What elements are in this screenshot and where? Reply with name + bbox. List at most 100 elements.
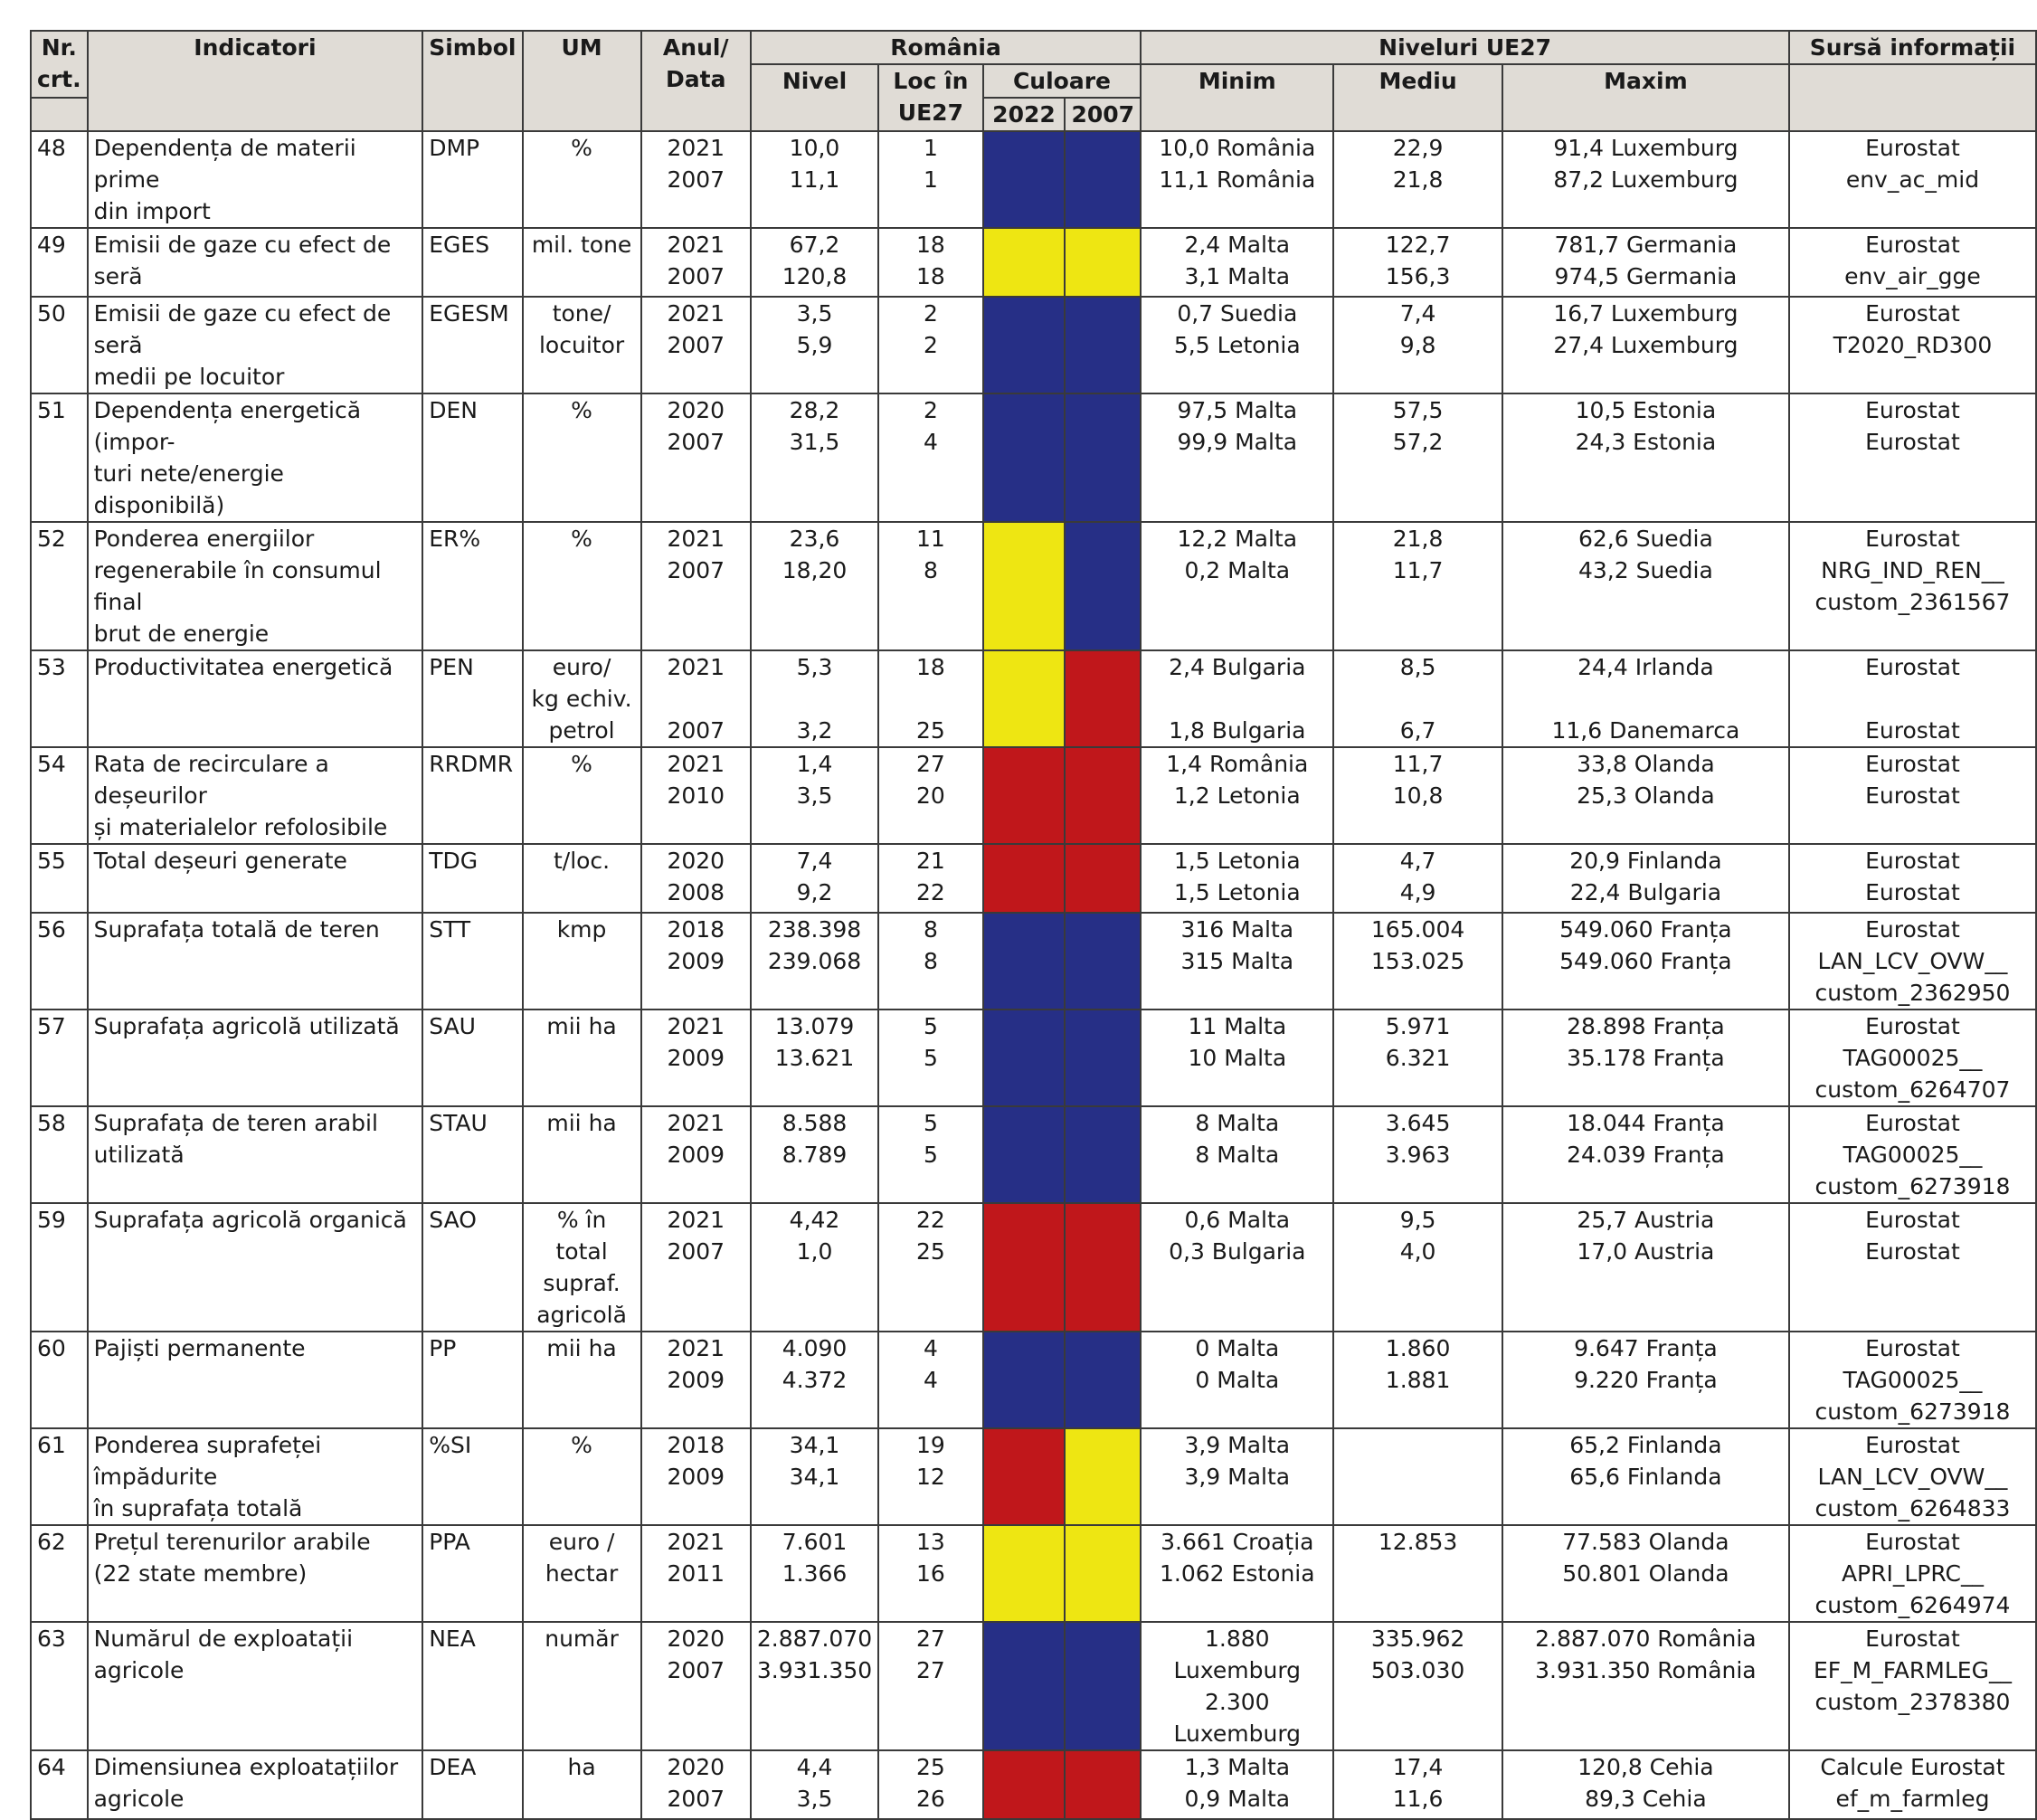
eu27-rank-cell: 21 22	[877, 843, 984, 914]
row-number-cell: 58	[30, 1105, 89, 1204]
indicator-name-cell: Dependența de materii prime din import	[86, 130, 424, 229]
year-cell: 2018 2009	[640, 912, 752, 1010]
symbol-cell: RRDMR	[422, 746, 524, 845]
color-2007-cell	[1064, 912, 1142, 1010]
row-number-cell: 63	[30, 1621, 89, 1751]
unit-cell: mii ha	[521, 1331, 642, 1429]
eu27-average-cell: 11,7 10,8	[1332, 746, 1503, 845]
unit-cell: mii ha	[521, 1105, 642, 1204]
color-2007-cell	[1064, 1524, 1142, 1623]
header-sursa: Sursă informații	[1787, 30, 2037, 65]
unit-cell: mii ha	[521, 1009, 642, 1107]
color-2022-cell	[981, 1749, 1066, 1820]
symbol-cell: STT	[422, 912, 524, 1010]
romania-level-cell: 4,42 1,0	[749, 1202, 880, 1332]
unit-cell: euro/ kg echiv. petrol	[521, 649, 642, 748]
eu27-minimum-cell: 0,6 Malta 0,3 Bulgaria	[1140, 1202, 1335, 1332]
romania-level-cell: 238.398 239.068	[749, 912, 880, 1010]
romania-level-cell: 7,4 9,2	[749, 843, 880, 914]
year-cell: 2021 2010	[640, 746, 752, 845]
information-source-cell: Eurostat APRI_LPRC__ custom_6264974	[1787, 1524, 2037, 1623]
eu27-minimum-cell: 2,4 Bulgaria 1,8 Bulgaria	[1140, 649, 1335, 748]
row-number-cell: 49	[30, 227, 89, 298]
unit-cell: %	[521, 130, 642, 229]
romania-level-cell: 5,3 3,2	[749, 649, 880, 748]
eu27-maximum-cell: 33,8 Olanda 25,3 Olanda	[1501, 746, 1790, 845]
year-cell: 2020 2007	[640, 1621, 752, 1751]
eu27-maximum-cell: 25,7 Austria 17,0 Austria	[1501, 1202, 1790, 1332]
table-row: 61 Ponderea suprafeței împădurite în supr…	[30, 1427, 2037, 1526]
eu27-rank-cell: 4 4	[877, 1331, 984, 1429]
row-number-cell: 48	[30, 130, 89, 229]
eu27-maximum-cell: 781,7 Germania 974,5 Germania	[1501, 227, 1790, 298]
unit-cell: t/loc.	[521, 843, 642, 914]
header-indicatori: Indicatori	[86, 30, 424, 132]
indicator-name-cell: Productivitatea energetică	[86, 649, 424, 748]
color-2022-cell	[981, 521, 1066, 651]
header-year-2022: 2022	[981, 97, 1066, 132]
information-source-cell: Eurostat NRG_IND_REN__ custom_2361567	[1787, 521, 2037, 651]
indicator-name-cell: Suprafața totală de teren	[86, 912, 424, 1010]
unit-cell: euro / hectar	[521, 1524, 642, 1623]
eu27-average-cell: 22,9 21,8	[1332, 130, 1503, 229]
eu27-rank-cell: 18 18	[877, 227, 984, 298]
header-anul: Anul/ Data	[640, 30, 752, 132]
color-2007-cell	[1064, 393, 1142, 523]
unit-cell: %	[521, 746, 642, 845]
year-cell: 2021 2009	[640, 1105, 752, 1204]
year-cell: 2021 2007	[640, 130, 752, 229]
header-romania: România	[749, 30, 1142, 65]
eu27-maximum-cell: 77.583 Olanda 50.801 Olanda	[1501, 1524, 1790, 1623]
table-row: 53 Productivitatea energetică PEN euro/ kg …	[30, 649, 2037, 748]
information-source-cell: Eurostat Eurostat	[1787, 1202, 2037, 1332]
row-number-cell: 64	[30, 1749, 89, 1820]
row-number-cell: 59	[30, 1202, 89, 1332]
eu27-rank-cell: 18 25	[877, 649, 984, 748]
color-2007-cell	[1064, 843, 1142, 914]
table-row: 57 Suprafața agricolă utilizată SAU mii ha 2…	[30, 1009, 2037, 1107]
information-source-cell: Eurostat env_air_gge	[1787, 227, 2037, 298]
eu27-average-cell	[1332, 1427, 1503, 1526]
color-2007-cell	[1064, 521, 1142, 651]
eu27-rank-cell: 5 5	[877, 1105, 984, 1204]
eu27-rank-cell: 13 16	[877, 1524, 984, 1623]
eu27-maximum-cell: 9.647 Franța 9.220 Franța	[1501, 1331, 1790, 1429]
indicator-name-cell: Ponderea suprafeței împădurite în supraf…	[86, 1427, 424, 1526]
color-2007-cell	[1064, 649, 1142, 748]
romania-level-cell: 13.079 13.621	[749, 1009, 880, 1107]
eu27-maximum-cell: 62,6 Suedia 43,2 Suedia	[1501, 521, 1790, 651]
header-minim: Minim	[1140, 63, 1335, 132]
color-2007-cell	[1064, 1749, 1142, 1820]
table-row: 51 Dependența energetică (impor- turi net…	[30, 393, 2037, 523]
eu27-rank-cell: 1 1	[877, 130, 984, 229]
color-2007-cell	[1064, 1427, 1142, 1526]
header-um: UM	[521, 30, 642, 132]
information-source-cell: Eurostat EF_M_FARMLEG__ custom_2378380	[1787, 1621, 2037, 1751]
unit-cell: %	[521, 393, 642, 523]
color-2022-cell	[981, 1621, 1066, 1751]
eu27-minimum-cell: 8 Malta 8 Malta	[1140, 1105, 1335, 1204]
eu27-rank-cell: 27 20	[877, 746, 984, 845]
romania-level-cell: 23,6 18,20	[749, 521, 880, 651]
table-row: 48 Dependența de materii prime din import…	[30, 130, 2037, 229]
year-cell: 2021 2007	[640, 1202, 752, 1332]
header-niveluri: Niveluri UE27	[1140, 30, 1790, 65]
symbol-cell: DMP	[422, 130, 524, 229]
row-number-cell: 51	[30, 393, 89, 523]
symbol-cell: STAU	[422, 1105, 524, 1204]
color-2022-cell	[981, 227, 1066, 298]
indicator-name-cell: Suprafața agricolă utilizată	[86, 1009, 424, 1107]
table-row: 56 Suprafața totală de teren STT kmp 2018 20…	[30, 912, 2037, 1010]
eu27-maximum-cell: 16,7 Luxemburg 27,4 Luxemburg	[1501, 296, 1790, 394]
table-row: 63 Numărul de exploatații agricole NEA numă…	[30, 1621, 2037, 1751]
eu27-rank-cell: 25 26	[877, 1749, 984, 1820]
romania-level-cell: 3,5 5,9	[749, 296, 880, 394]
eu27-maximum-cell: 18.044 Franța 24.039 Franța	[1501, 1105, 1790, 1204]
indicator-name-cell: Suprafața agricolă organică	[86, 1202, 424, 1332]
eu27-rank-cell: 22 25	[877, 1202, 984, 1332]
header-culoare: Culoare	[981, 63, 1142, 99]
header-nr-blank	[30, 97, 89, 132]
symbol-cell: SAU	[422, 1009, 524, 1107]
eu27-minimum-cell: 1,4 România 1,2 Letonia	[1140, 746, 1335, 845]
table-row: 64 Dimensiunea exploatațiilor agricole DEA…	[30, 1749, 2037, 1820]
